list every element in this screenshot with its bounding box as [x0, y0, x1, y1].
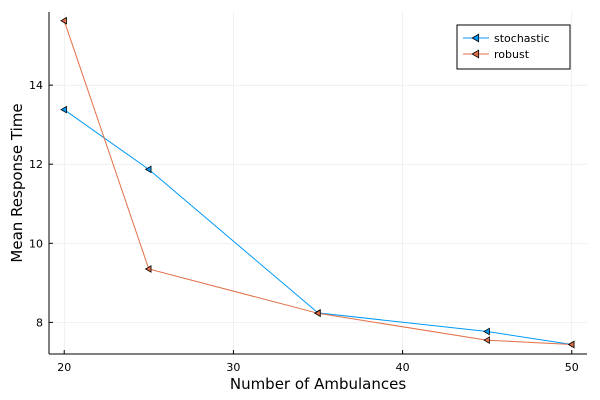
y-tick-label: 10: [29, 237, 43, 250]
data-point-robust: [60, 16, 67, 25]
legend-marker-stochastic: [471, 33, 480, 43]
data-point-stochastic: [483, 327, 490, 336]
legend-label-stochastic: stochastic: [494, 32, 550, 45]
x-tick-label: 20: [57, 361, 71, 374]
y-axis-title: Mean Response Time: [8, 103, 26, 262]
series-line-stochastic: [63, 109, 572, 345]
legend-label-robust: robust: [494, 48, 530, 61]
data-point-stochastic: [144, 165, 152, 174]
data-point-robust: [483, 336, 490, 345]
x-tick-label: 50: [565, 361, 579, 374]
series: [60, 16, 575, 349]
legend: stochastic robust: [456, 24, 571, 70]
grid: [49, 12, 587, 354]
data-point-robust: [144, 265, 152, 273]
y-tick-label: 8: [36, 316, 43, 329]
x-axis-title: Number of Ambulances: [230, 375, 406, 393]
x-tick-label: 30: [226, 361, 240, 374]
series-robust: [60, 16, 575, 349]
y-tick-label: 12: [29, 158, 43, 171]
data-point-robust: [314, 309, 321, 318]
x-axis-ticks: 20 30 40 50: [57, 350, 579, 374]
legend-box: [456, 24, 571, 70]
data-point-stochastic: [60, 105, 67, 114]
data-point-robust: [567, 340, 575, 349]
y-axis-ticks: 8 10 12 14: [29, 79, 53, 329]
x-tick-label: 40: [396, 361, 410, 374]
legend-marker-robust: [471, 49, 480, 59]
y-tick-label: 14: [29, 79, 43, 92]
